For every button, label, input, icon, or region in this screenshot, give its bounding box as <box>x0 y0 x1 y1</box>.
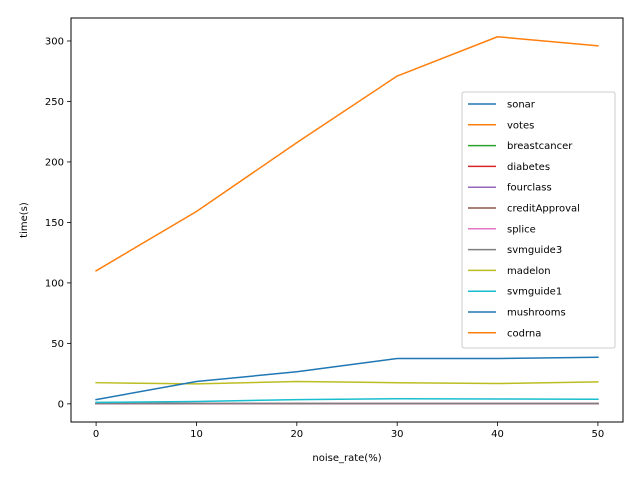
series-line-codrna <box>95 36 599 272</box>
legend-label-votes: votes <box>507 120 534 131</box>
legend-label-svmguide1: svmguide1 <box>507 287 562 298</box>
legend-label-splice: splice <box>507 224 536 235</box>
x-tick-label: 50 <box>592 429 605 440</box>
x-axis: 0 10 20 30 40 50 <box>93 422 604 440</box>
legend-label-codrna: codrna <box>507 328 541 339</box>
legend-label-mushrooms: mushrooms <box>507 308 566 319</box>
y-axis-label: time(s) <box>19 202 30 238</box>
x-tick-label: 20 <box>290 429 303 440</box>
legend-label-svmguide3: svmguide3 <box>507 245 562 256</box>
x-tick-label: 40 <box>491 429 504 440</box>
y-tick-label: 100 <box>45 278 64 289</box>
legend-label-breastcancer: breastcancer <box>507 141 573 152</box>
y-tick-label: 150 <box>45 218 64 229</box>
y-tick-label: 300 <box>45 36 64 47</box>
series-line-mushrooms <box>95 356 599 401</box>
series-line-madelon <box>95 380 599 385</box>
y-axis: 0 50 100 150 200 250 300 <box>45 36 71 410</box>
legend-label-diabetes: diabetes <box>507 162 550 173</box>
y-tick-label: 200 <box>45 157 64 168</box>
y-tick-label: 0 <box>58 399 64 410</box>
series-lines <box>95 36 599 405</box>
legend-label-madelon: madelon <box>507 266 551 277</box>
y-tick-label: 50 <box>51 339 64 350</box>
x-tick-label: 0 <box>93 429 99 440</box>
x-axis-label: noise_rate(%) <box>312 453 381 464</box>
legend: sonar votes breastcancer diabetes fourclass c… <box>461 91 616 349</box>
x-tick-label: 30 <box>391 429 404 440</box>
series-line-svmguide1 <box>95 398 599 404</box>
y-tick-label: 250 <box>45 97 64 108</box>
legend-label-fourclass: fourclass <box>507 183 552 194</box>
legend-box <box>461 91 616 349</box>
x-tick-label: 10 <box>190 429 203 440</box>
plot-area-frame <box>70 17 624 423</box>
legend-label-creditApproval: creditApproval <box>507 204 580 215</box>
legend-label-sonar: sonar <box>507 100 536 111</box>
